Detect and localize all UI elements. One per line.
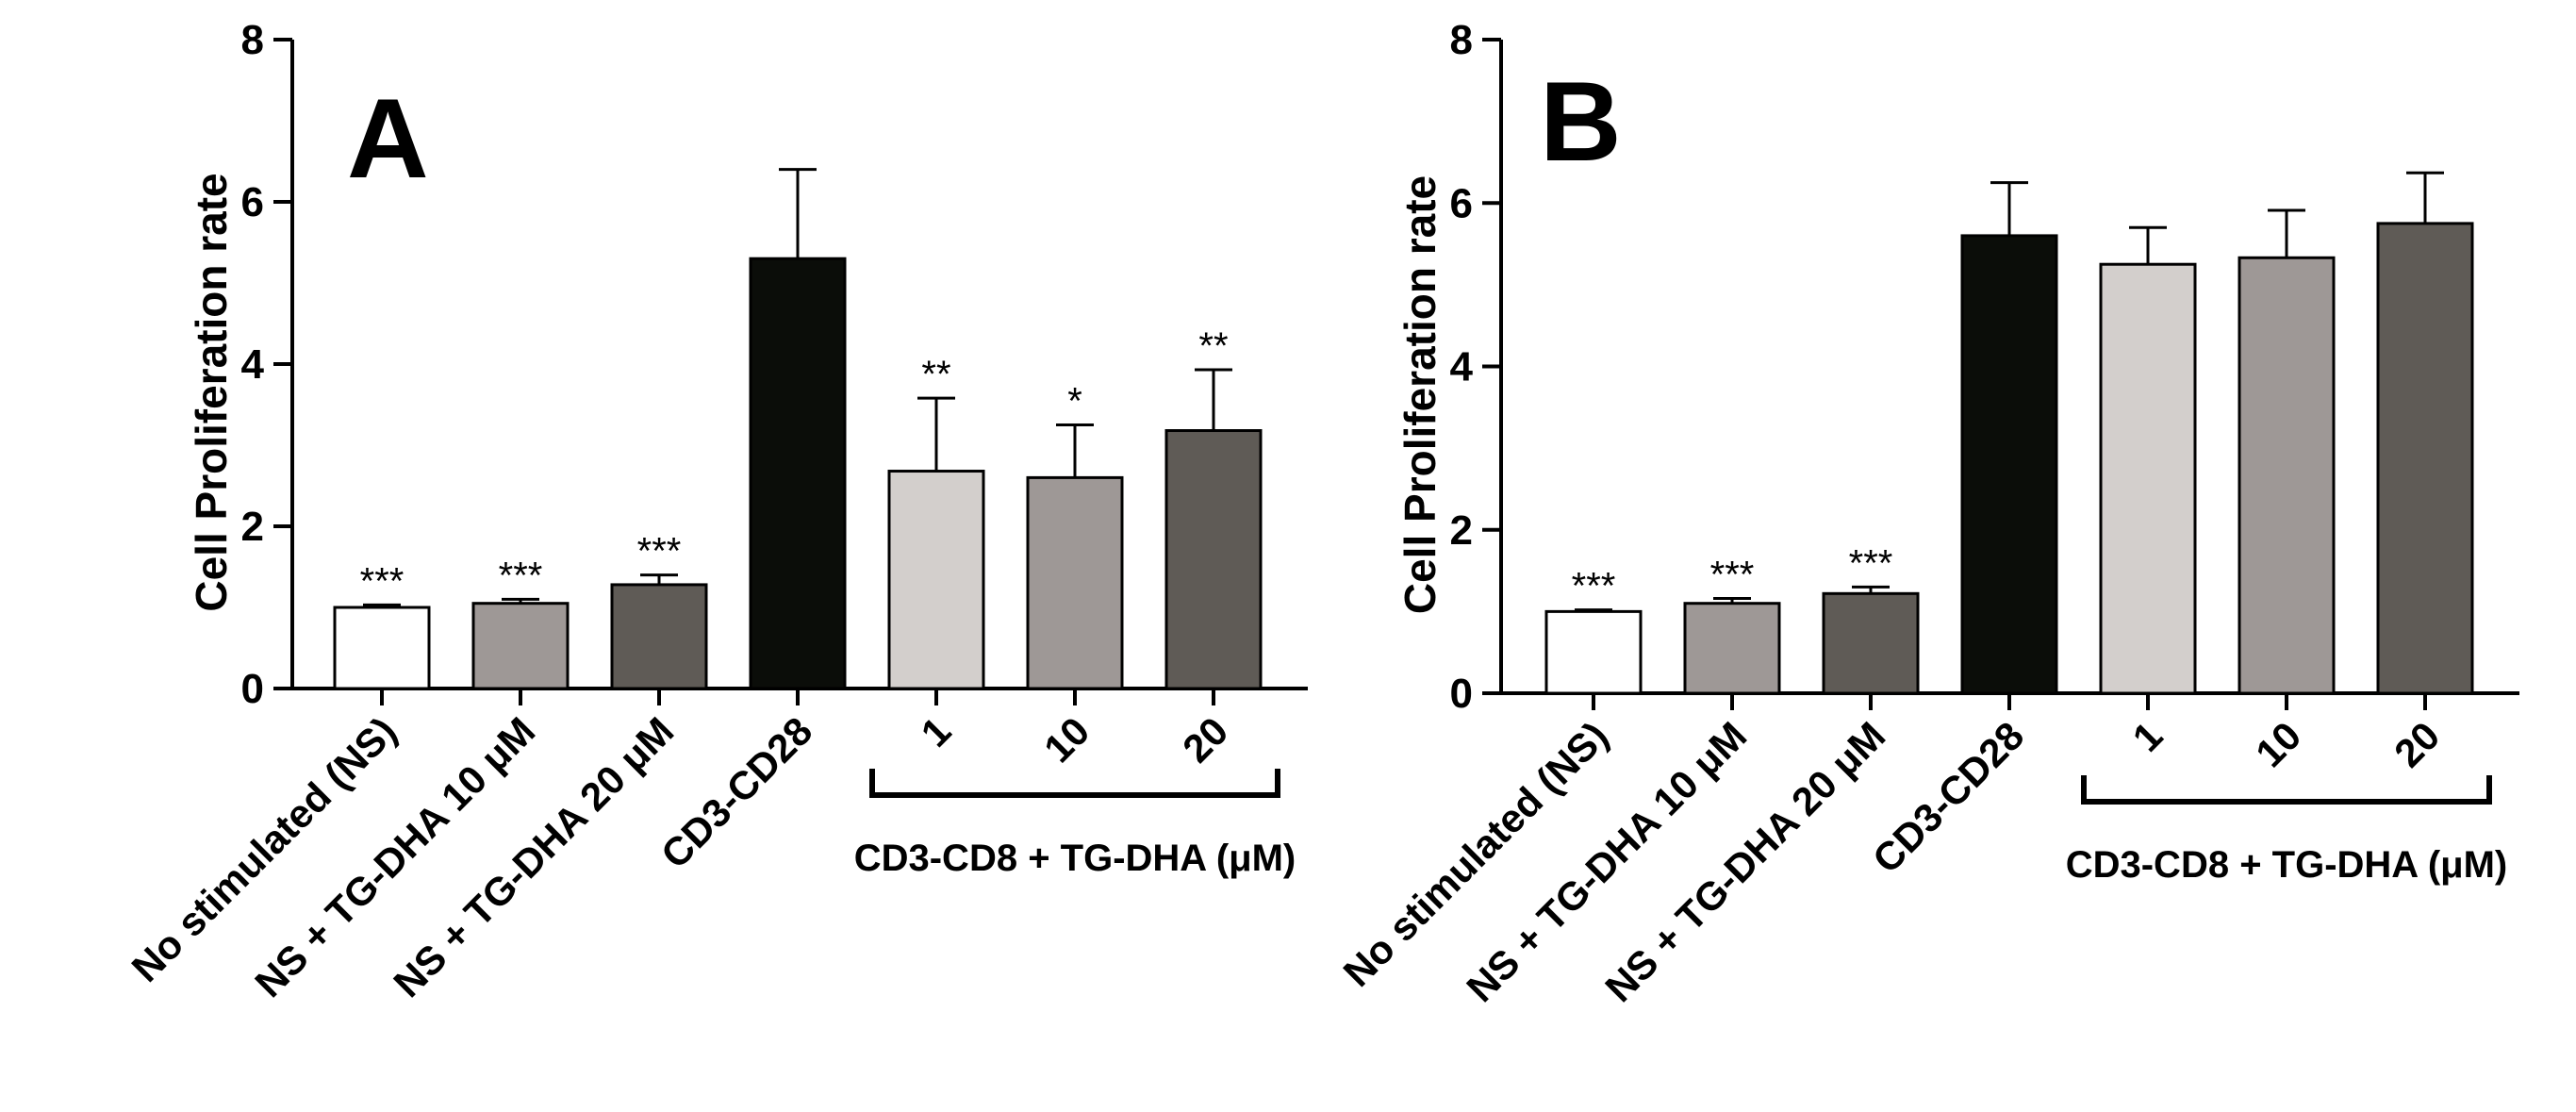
category-label: NS + TG-DHA 10 μM [1458,713,1755,1010]
bar [333,606,431,690]
category-label: 1 [2124,713,2171,760]
panel-b: 0 2 4 6 8 Cell Proliferation rate B *** No stimu… [1334,17,2519,1010]
category-label: 1 [913,708,960,755]
category-label: 20 [1174,708,1236,771]
category-label: CD3-CD28 [1864,713,2032,881]
category-label: NS + TG-DHA 20 μM [385,708,682,1005]
y-tick-label: 8 [241,17,264,63]
bar [1960,234,2058,695]
panel-letter: B [1540,58,1622,185]
category-label: NS + TG-DHA 10 μM [246,708,543,1005]
y-tick-label: 0 [241,666,264,712]
significance-label: *** [1849,542,1893,584]
bar [1164,429,1263,690]
bar [610,583,708,690]
y-tick-label: 6 [1450,180,1473,226]
group-label: CD3-CD8 + TG-DHA (μM) [2066,844,2508,886]
group-bracket [869,769,1280,798]
y-tick-label: 2 [241,504,264,550]
bar [749,257,847,690]
bar [887,470,985,690]
bar [1026,475,1124,690]
bar [1822,591,1920,695]
bar [2099,262,2197,695]
category-label: No stimulated (NS) [1334,713,1616,995]
y-tick-label: 4 [1450,344,1474,390]
significance-label: *** [1710,555,1755,596]
y-tick-label: 6 [241,179,264,225]
bar [1544,609,1643,695]
significance-label: * [1067,381,1082,423]
significance-label: *** [637,531,682,573]
panel-letter: A [347,75,429,202]
bar [2376,222,2474,695]
bar [471,602,570,690]
bar [2237,256,2336,695]
y-tick-label: 2 [1450,507,1473,554]
y-tick-label: 8 [1450,17,1473,63]
category-label: NS + TG-DHA 20 μM [1596,713,1893,1010]
significance-label: ** [921,354,950,395]
significance-label: ** [1198,325,1228,367]
bar [1683,602,1781,695]
y-axis-title: Cell Proliferation rate [187,173,236,611]
y-tick-label: 4 [241,341,265,388]
significance-label: *** [1572,566,1616,607]
significance-label: *** [499,555,543,596]
category-label: 20 [2386,713,2448,775]
group-label: CD3-CD8 + TG-DHA (μM) [854,838,1296,879]
significance-label: *** [360,560,405,602]
y-axis-title: Cell Proliferation rate [1395,175,1445,614]
category-label: CD3-CD28 [652,708,820,876]
y-tick-label: 0 [1450,671,1473,717]
group-bracket [2081,775,2492,805]
category-label: 10 [1035,708,1098,771]
category-label: No stimulated (NS) [123,708,405,990]
category-label: 10 [2247,713,2309,775]
